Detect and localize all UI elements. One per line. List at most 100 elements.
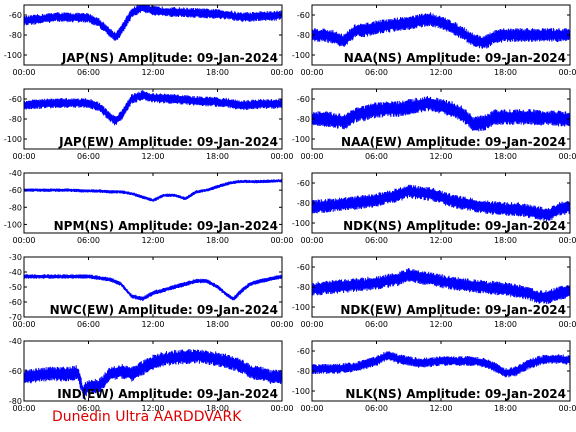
y-tick-label: -80 (9, 31, 22, 40)
x-tick-label: 00:00 (270, 236, 293, 245)
panel-4: -60 -80 -100 00:00 06:00 12:00 18:00 00:00 NAA(E… (292, 88, 576, 161)
y-tick-label: -60 (9, 367, 22, 376)
y-tick-label: -40 (9, 337, 22, 346)
x-tick-label: 00:00 (300, 404, 323, 413)
x-tick-label: 18:00 (206, 236, 229, 245)
panel-title: NDK(NS) Amplitude: 09-Jan-2024 (343, 219, 566, 233)
x-tick-label: 00:00 (12, 320, 35, 329)
y-tick-label: -80 (9, 115, 22, 124)
x-tick-label: 18:00 (494, 404, 517, 413)
trace-line (312, 268, 570, 305)
trace-line (312, 351, 570, 378)
x-tick-label: 00:00 (12, 68, 35, 77)
panel-10: -60 -80 -100 00:00 06:00 12:00 18:00 00:00 NLK(N… (292, 340, 576, 413)
x-tick-label: 06:00 (365, 68, 388, 77)
panel-title: NDK(EW) Amplitude: 09-Jan-2024 (340, 303, 566, 317)
y-tick-label: -80 (9, 203, 22, 212)
x-tick-label: 00:00 (300, 152, 323, 161)
x-tick-label: 00:00 (558, 152, 576, 161)
y-tick-label: -100 (4, 135, 22, 144)
y-tick-label: -40 (9, 169, 22, 178)
x-tick-label: 12:00 (141, 236, 164, 245)
x-tick-label: 06:00 (365, 152, 388, 161)
y-tick-label: -50 (9, 283, 22, 292)
panel-1: -60 -80 -100 00:00 06:00 12:00 18:00 00:00 JAP(N… (4, 4, 294, 77)
x-tick-label: 12:00 (429, 68, 452, 77)
x-tick-label: 18:00 (206, 404, 229, 413)
panel-5: -40 -60 -80 -100 00:00 06:00 12:00 18:00 00:00 NP… (4, 169, 294, 245)
y-tick-label: -60 (9, 186, 22, 195)
x-tick-label: 18:00 (494, 152, 517, 161)
y-tick-label: -100 (292, 135, 310, 144)
x-tick-label: 00:00 (558, 404, 576, 413)
x-tick-label: 12:00 (141, 68, 164, 77)
y-tick-label: -80 (9, 397, 22, 406)
panel-title: NAA(NS) Amplitude: 09-Jan-2024 (344, 51, 566, 65)
y-tick-label: -100 (292, 51, 310, 60)
x-tick-label: 18:00 (494, 320, 517, 329)
x-tick-label: 06:00 (77, 404, 100, 413)
y-tick-label: -100 (292, 219, 310, 228)
x-tick-label: 00:00 (558, 320, 576, 329)
y-tick-label: -30 (9, 253, 22, 262)
x-tick-label: 18:00 (494, 68, 517, 77)
panel-6: -60 -80 -100 00:00 06:00 12:00 18:00 00:00 NDK(N… (292, 172, 576, 245)
x-tick-label: 12:00 (429, 152, 452, 161)
trace-line (24, 349, 282, 399)
x-tick-label: 00:00 (270, 152, 293, 161)
x-tick-label: 00:00 (270, 404, 293, 413)
x-tick-label: 12:00 (429, 320, 452, 329)
x-tick-label: 12:00 (141, 320, 164, 329)
y-tick-label: -60 (9, 298, 22, 307)
x-tick-label: 12:00 (429, 236, 452, 245)
x-tick-label: 12:00 (141, 404, 164, 413)
x-tick-label: 18:00 (206, 320, 229, 329)
y-tick-label: -100 (4, 220, 22, 229)
y-tick-label: -60 (297, 347, 310, 356)
x-tick-label: 18:00 (494, 236, 517, 245)
trace-line (312, 96, 570, 132)
y-tick-label: -60 (9, 11, 22, 20)
x-tick-label: 06:00 (77, 320, 100, 329)
x-tick-label: 06:00 (365, 320, 388, 329)
trace-line (312, 184, 570, 222)
x-tick-label: 06:00 (365, 404, 388, 413)
y-tick-label: -100 (4, 51, 22, 60)
panel-8: -60 -80 -100 00:00 06:00 12:00 18:00 00:00 NDK(E… (292, 256, 576, 329)
x-tick-label: 00:00 (300, 236, 323, 245)
y-tick-label: -100 (292, 303, 310, 312)
x-tick-label: 00:00 (12, 152, 35, 161)
x-tick-label: 00:00 (558, 68, 576, 77)
x-tick-label: 00:00 (12, 404, 35, 413)
x-tick-label: 00:00 (558, 236, 576, 245)
panel-title: JAP(NS) Amplitude: 09-Jan-2024 (61, 51, 278, 65)
x-tick-label: 00:00 (12, 236, 35, 245)
y-tick-label: -70 (9, 313, 22, 322)
y-tick-label: -60 (297, 95, 310, 104)
x-tick-label: 12:00 (429, 404, 452, 413)
y-tick-label: -80 (297, 115, 310, 124)
panel-title: NWC(EW) Amplitude: 09-Jan-2024 (50, 303, 278, 317)
footer-credit: Dunedin Ultra AARDDVARK (52, 409, 242, 425)
panel-title: NPM(NS) Amplitude: 09-Jan-2024 (54, 219, 278, 233)
trace-line (24, 179, 282, 202)
x-tick-label: 00:00 (300, 320, 323, 329)
x-tick-label: 00:00 (300, 68, 323, 77)
trace-line (24, 274, 282, 302)
y-tick-label: -60 (9, 95, 22, 104)
x-tick-label: 06:00 (77, 68, 100, 77)
trace-line (312, 12, 570, 49)
y-tick-label: -60 (297, 263, 310, 272)
y-tick-label: -60 (297, 11, 310, 20)
x-tick-label: 18:00 (206, 68, 229, 77)
y-tick-label: -80 (297, 283, 310, 292)
x-tick-label: 06:00 (77, 236, 100, 245)
x-tick-label: 18:00 (206, 152, 229, 161)
y-tick-label: -100 (292, 387, 310, 396)
y-tick-label: -80 (297, 31, 310, 40)
trace-line (24, 90, 282, 126)
trace-line (24, 5, 282, 41)
